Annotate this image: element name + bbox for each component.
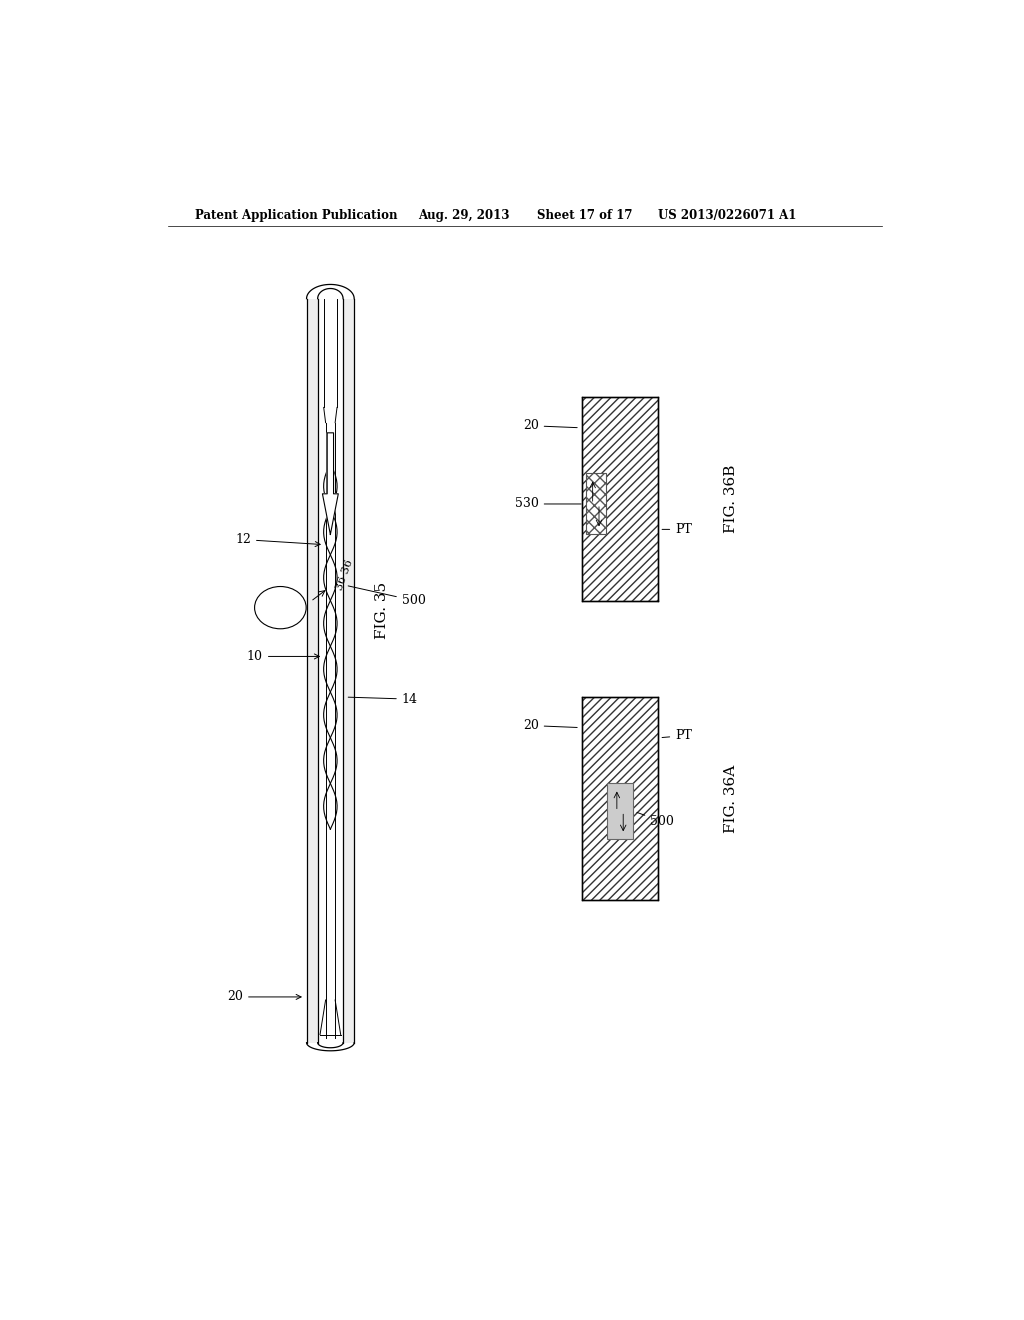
Text: 20: 20 [523,420,578,432]
Text: 530: 530 [515,498,582,511]
Bar [586,474,606,535]
Text: 500: 500 [637,812,674,828]
Text: 36 36: 36 36 [334,558,354,591]
Bar [306,298,317,1043]
Text: Patent Application Publication: Patent Application Publication [196,209,398,222]
Text: US 2013/0226071 A1: US 2013/0226071 A1 [658,209,797,222]
Text: FIG. 36A: FIG. 36A [724,764,738,833]
Text: 12: 12 [236,533,321,546]
Bar [343,298,354,1043]
Text: 14: 14 [348,693,418,706]
Text: 10: 10 [247,649,319,663]
Text: 20: 20 [523,719,578,733]
Text: PT: PT [663,523,692,536]
Text: FIG. 35: FIG. 35 [375,582,389,639]
Text: FIG. 36B: FIG. 36B [724,465,738,533]
Text: PT: PT [663,729,692,742]
Bar [583,697,657,900]
Text: Aug. 29, 2013: Aug. 29, 2013 [418,209,509,222]
Bar [607,784,633,840]
Text: Sheet 17 of 17: Sheet 17 of 17 [537,209,632,222]
Text: 500: 500 [348,586,426,607]
Bar [583,397,657,601]
Polygon shape [323,433,338,535]
Text: 20: 20 [227,990,301,1003]
